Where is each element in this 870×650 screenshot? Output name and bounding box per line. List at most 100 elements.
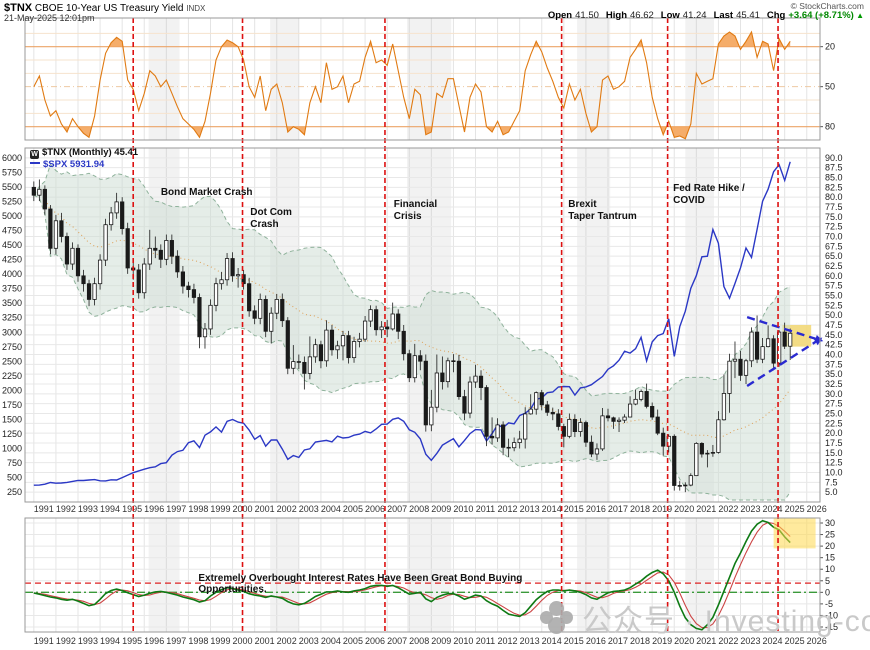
candle-body xyxy=(501,424,506,448)
macd-axis-label: 10 xyxy=(825,564,835,574)
x-axis-year-label-bottom: 2011 xyxy=(476,636,495,646)
candle-body xyxy=(539,392,544,406)
main-right-axis-label: 37.5 xyxy=(825,359,843,369)
quote-last-value: 45.41 xyxy=(736,10,760,21)
x-axis-year-label: 2003 xyxy=(299,504,319,514)
candle-body xyxy=(241,274,246,285)
main-right-axis-label: 77.5 xyxy=(825,202,843,212)
annotation-bond-buying-note: Extremely Overbought Interest Rates Have… xyxy=(198,572,523,596)
candle-body xyxy=(230,258,235,277)
candle-body xyxy=(639,391,644,400)
watermark-text: 公众号 · Investing-com xyxy=(582,605,870,638)
main-right-axis-label: 32.5 xyxy=(825,379,843,389)
candle-body xyxy=(296,361,301,363)
candle-body xyxy=(252,310,257,319)
x-axis-year-label-bottom: 2025 xyxy=(785,636,805,646)
candle-body xyxy=(473,375,478,383)
main-right-axis-label: 70.0 xyxy=(825,232,843,242)
candle-body xyxy=(31,186,36,196)
main-right-axis-label: 5.0 xyxy=(825,487,838,497)
candle-body xyxy=(307,356,312,374)
candle-body xyxy=(351,341,357,359)
stockcharts-logo-icon: W xyxy=(30,150,39,159)
x-axis-year-label: 2026 xyxy=(807,504,827,514)
candle-body xyxy=(258,299,263,319)
candle-body xyxy=(567,418,572,437)
candle-body xyxy=(732,358,738,362)
quote-line: Open 41.50 High 46.62 Low 41.24 Last 45.41 Chg +3… xyxy=(541,10,864,21)
x-axis-year-label-bottom: 2009 xyxy=(431,636,451,646)
candle-body xyxy=(59,220,64,237)
main-right-axis-label: 40.0 xyxy=(825,350,843,360)
main-left-axis-label: 500 xyxy=(7,473,22,483)
main-left-axis-label: 2750 xyxy=(2,342,22,352)
candle-body xyxy=(219,279,224,285)
macd-line xyxy=(33,519,791,631)
candle-body xyxy=(694,442,699,477)
main-right-axis-label: 20.0 xyxy=(825,428,843,438)
candle-body xyxy=(291,361,296,369)
x-axis-year-label-bottom: 2003 xyxy=(299,636,319,646)
candle-body xyxy=(721,393,727,421)
candle-body xyxy=(75,247,81,277)
candle-body xyxy=(743,360,749,376)
main-right-axis-label: 50.0 xyxy=(825,310,843,320)
candle-body xyxy=(677,485,682,487)
x-axis-year-label: 2020 xyxy=(674,504,694,514)
candle-body xyxy=(749,331,754,362)
rsi-line xyxy=(33,30,791,140)
x-axis-year-label-bottom: 2014 xyxy=(542,636,562,646)
x-axis-year-label: 2008 xyxy=(409,504,429,514)
x-axis-year-label: 1998 xyxy=(188,504,208,514)
x-axis-year-label: 1996 xyxy=(144,504,164,514)
x-axis-year-label-bottom: 2022 xyxy=(718,636,738,646)
candle-body xyxy=(605,415,611,419)
quote-last-label: Last xyxy=(713,10,734,21)
main-left-axis-label: 4250 xyxy=(2,255,22,265)
x-axis-year-label-bottom: 1991 xyxy=(34,636,54,646)
main-left-axis-label: 4500 xyxy=(2,240,22,250)
candle-body xyxy=(396,313,401,332)
candle-body xyxy=(357,338,362,342)
candle-body xyxy=(440,372,445,383)
x-axis-year-label-bottom: 2013 xyxy=(520,636,540,646)
candle-body xyxy=(644,391,649,407)
macd-axis-label: -10 xyxy=(825,610,838,620)
rsi-axis-label: 20 xyxy=(825,42,835,52)
candle-body xyxy=(683,484,688,487)
candle-body xyxy=(489,435,495,439)
candle-body xyxy=(600,415,605,450)
x-axis-year-label-bottom: 2000 xyxy=(233,636,253,646)
candle-body xyxy=(346,335,351,359)
x-axis-year-label: 2023 xyxy=(740,504,760,514)
main-left-axis-label: 750 xyxy=(7,458,22,468)
x-axis-year-label: 2019 xyxy=(652,504,672,514)
candle-body xyxy=(611,417,616,422)
main-left-axis-label: 1250 xyxy=(2,429,22,439)
candle-body xyxy=(318,344,324,362)
x-axis-year-label-bottom: 2012 xyxy=(498,636,518,646)
x-axis-year-label: 2011 xyxy=(476,504,495,514)
x-axis-year-label: 1999 xyxy=(210,504,230,514)
candle-body xyxy=(385,326,390,330)
macd-axis-label: -15 xyxy=(825,622,838,632)
x-axis-year-label-bottom: 2007 xyxy=(387,636,407,646)
macd-axis-label: 5 xyxy=(825,576,830,586)
quote-chg-value: +3.64 (+8.71%) xyxy=(788,10,854,21)
candle-body xyxy=(42,188,47,210)
x-axis-year-label: 2001 xyxy=(255,504,275,514)
candle-body xyxy=(528,408,533,415)
main-left-axis-label: 5500 xyxy=(2,182,22,192)
candle-body xyxy=(517,438,522,444)
candle-body xyxy=(788,332,793,347)
candle-body xyxy=(545,404,550,413)
candle-body xyxy=(451,360,456,362)
chart-datetime: 21-May-2025 12:01pm xyxy=(4,13,95,23)
candle-body xyxy=(324,329,329,362)
x-axis-year-label-bottom: 2019 xyxy=(652,636,672,646)
rsi-extreme-fill xyxy=(660,126,667,135)
candle-body xyxy=(158,249,163,260)
event-band xyxy=(270,18,299,140)
candle-body xyxy=(754,331,760,360)
main-right-axis-label: 25.0 xyxy=(825,409,843,419)
